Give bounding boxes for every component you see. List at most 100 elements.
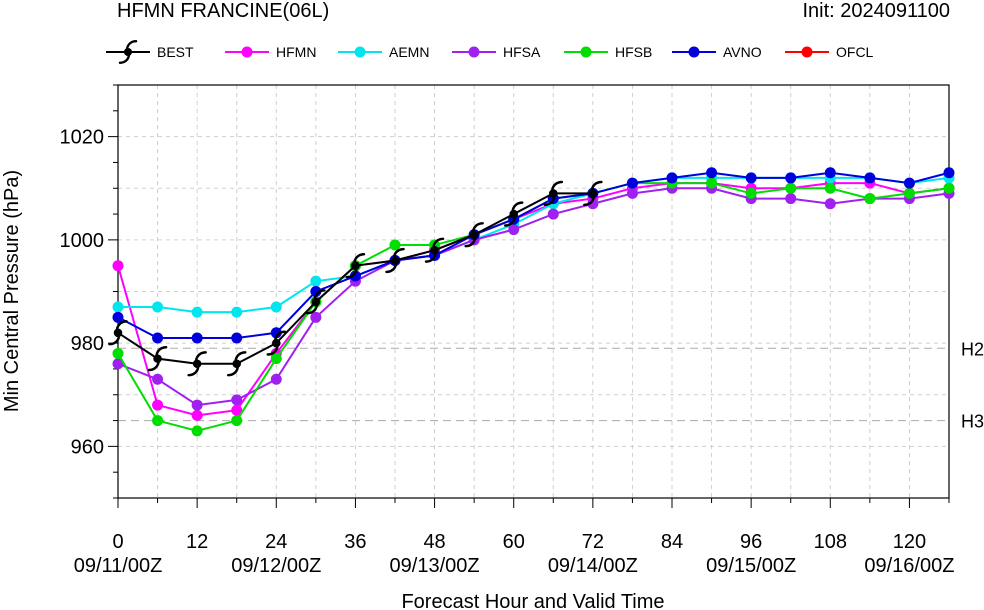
y-tick-label: 1000: [60, 230, 105, 252]
hurricane-marker-arm: [118, 54, 131, 64]
series-line-avno: [117, 171, 950, 339]
hurricane-marker-arm: [424, 252, 437, 263]
x-tick-label: 84: [661, 531, 683, 553]
x-tick-label: 108: [814, 531, 847, 553]
data-point-hfsb: [903, 187, 915, 199]
legend-label-best: BEST: [157, 44, 194, 60]
x-tick-label: 120: [893, 531, 926, 553]
hurricane-marker: [464, 222, 484, 248]
x-tick-label: 0: [112, 531, 123, 553]
legend-item-ofcl: OFCL: [785, 44, 874, 60]
data-point-avno: [349, 270, 361, 282]
data-point-hfmn: [152, 399, 164, 411]
legend-label-hfsa: HFSA: [503, 44, 541, 60]
legend-item-avno: AVNO: [672, 44, 762, 60]
hurricane-marker-arm: [353, 253, 366, 264]
data-point-avno: [152, 332, 164, 344]
data-point-hfsb: [943, 182, 955, 194]
data-point-aemn: [270, 301, 282, 313]
data-point-avno: [231, 332, 243, 344]
data-point-hfsb: [191, 425, 203, 437]
data-point-aemn: [152, 301, 164, 313]
data-point-hfsa: [587, 198, 599, 210]
x-tick-label: 72: [582, 531, 604, 553]
data-point-aemn: [231, 306, 243, 318]
data-point-hfmn: [191, 409, 203, 421]
data-point-avno: [943, 167, 955, 179]
hurricane-marker-arm: [392, 247, 405, 258]
data-point-avno: [191, 332, 203, 344]
data-point-hfsb: [824, 182, 836, 194]
legend: BEST HFMN AEMN HFSA HFSB AVNO OFCL: [106, 40, 874, 64]
data-point-hfsa: [191, 399, 203, 411]
hurricane-marker-arm: [108, 335, 121, 346]
grid-lines: [118, 85, 949, 498]
legend-item-hfsb: HFSB: [564, 44, 652, 60]
data-point-hfsb: [745, 187, 757, 199]
x-tick-date-label: 09/13/00Z: [390, 555, 480, 577]
series-line-hfsb: [117, 182, 950, 432]
hurricane-marker-core: [311, 297, 321, 307]
hurricane-marker-arm: [345, 268, 358, 279]
hurricane-marker-arm: [313, 289, 326, 300]
legend-marker-avno: [688, 46, 700, 58]
hurricane-marker-core: [192, 359, 202, 369]
data-point-hfsa: [824, 198, 836, 210]
legend-marker-hfsb: [580, 46, 592, 58]
hurricane-marker-core: [153, 354, 162, 363]
legend-marker-hfsa: [468, 46, 480, 58]
x-tick-date-label: 09/11/00Z: [74, 555, 163, 577]
data-point-avno: [903, 177, 915, 189]
hurricane-marker-arm: [226, 366, 239, 377]
x-tick-date-label: 09/14/00Z: [548, 555, 638, 577]
hurricane-marker-arm: [551, 180, 564, 191]
data-point-hfsb: [706, 177, 718, 189]
data-point-avno: [270, 327, 282, 339]
x-tick-date-label: 09/15/00Z: [706, 555, 796, 577]
y-axis: 960 980 1000 1020: [60, 84, 118, 499]
hurricane-marker-arm: [274, 330, 287, 341]
hurricane-marker-core: [509, 209, 518, 219]
x-tick-date-label: 09/16/00Z: [864, 555, 954, 577]
legend-label-hfsb: HFSB: [615, 44, 652, 60]
hurricane-marker: [306, 289, 326, 315]
data-point-hfsb: [785, 182, 797, 194]
hurricane-marker: [118, 40, 138, 64]
x-tick-label: 12: [186, 531, 208, 553]
series-line-hfsa: [117, 187, 950, 407]
legend-label-avno: AVNO: [723, 44, 762, 60]
hurricane-marker-arm: [194, 351, 207, 362]
data-series: [108, 167, 955, 437]
data-point-hfsb: [864, 193, 876, 205]
hurricane-marker: [385, 247, 405, 274]
data-point-hfsa: [508, 224, 520, 236]
data-point-hfsa: [547, 208, 559, 220]
data-point-hfsb: [112, 347, 124, 359]
hurricane-marker-arm: [471, 222, 484, 233]
hurricane-marker-core: [549, 189, 558, 198]
series-line-hfmn: [117, 182, 950, 417]
series-avno: [112, 167, 955, 344]
hurricane-marker-arm: [543, 195, 556, 207]
y-tick-label: 960: [71, 436, 104, 458]
hurricane-marker: [147, 345, 168, 372]
chart-title: HFMN FRANCINE(06L): [117, 0, 330, 22]
reference-line-label: H3: [961, 412, 984, 432]
hurricane-marker: [187, 351, 207, 377]
x-axis-label: Forecast Hour and Valid Time: [401, 591, 664, 610]
x-tick-label: 36: [344, 531, 366, 553]
hurricane-marker-arm: [464, 237, 477, 248]
legend-marker-aemn: [354, 46, 366, 58]
data-point-hfsb: [152, 415, 164, 427]
data-point-hfsa: [626, 187, 638, 199]
init-time: Init: 2024091100: [802, 0, 950, 22]
hurricane-marker-arm: [234, 351, 247, 362]
hurricane-marker-arm: [115, 320, 128, 331]
legend-label-ofcl: OFCL: [836, 44, 874, 60]
series-aemn: [112, 172, 955, 318]
hurricane-marker-arm: [503, 216, 516, 227]
data-point-hfsa: [112, 358, 124, 370]
reference-lines: H2 H3: [118, 339, 984, 432]
hurricane-marker-core: [123, 47, 133, 57]
